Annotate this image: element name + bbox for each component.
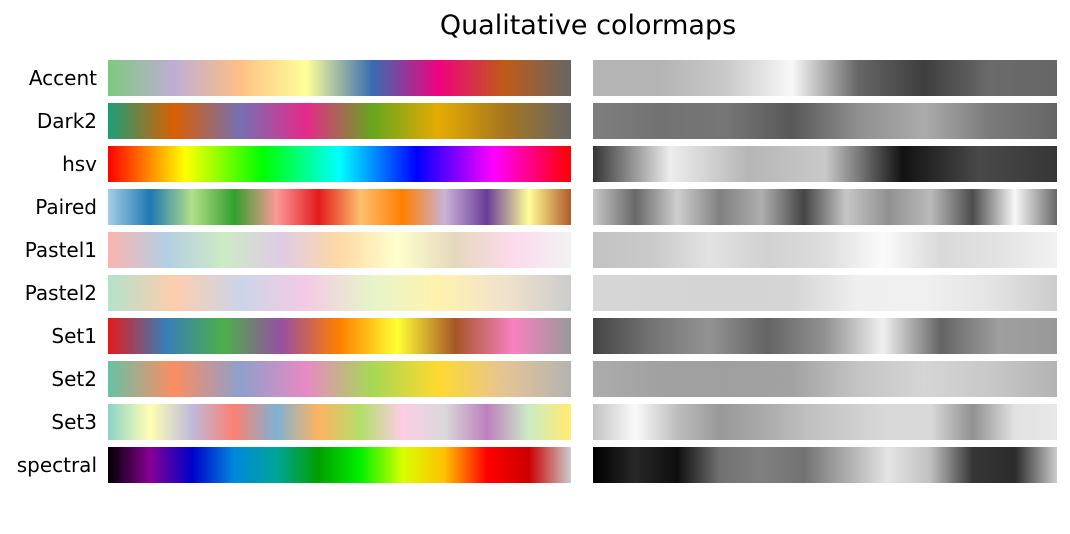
grayscale-gradient-bar [593, 60, 1057, 96]
colormap-label: Set1 [51, 324, 97, 348]
color-gradient-bar [108, 189, 571, 225]
color-gradient-bar [108, 60, 571, 96]
color-gradient-bar [108, 404, 571, 440]
colormap-row: Set2 [0, 361, 1070, 397]
chart-title: Qualitative colormaps [439, 10, 737, 41]
colormap-row: Pastel2 [0, 275, 1070, 311]
colormap-label: Accent [28, 66, 97, 90]
color-gradient-bar [108, 447, 571, 483]
colormap-row: Paired [0, 189, 1070, 225]
colormap-label: spectral [16, 453, 97, 477]
color-gradient-bar [108, 146, 571, 182]
colormap-label: Pastel1 [24, 238, 97, 262]
color-gradient-bar [108, 318, 571, 354]
color-gradient-bar [108, 232, 571, 268]
color-gradient-bar [108, 361, 571, 397]
grayscale-gradient-bar [593, 189, 1057, 225]
grayscale-gradient-bar [593, 404, 1057, 440]
colormap-row: Set3 [0, 404, 1070, 440]
colormap-row: Set1 [0, 318, 1070, 354]
colormap-row: hsv [0, 146, 1070, 182]
grayscale-gradient-bar [593, 232, 1057, 268]
colormap-row: Accent [0, 60, 1070, 96]
colormap-label: Paired [35, 195, 97, 219]
colormap-label: Set3 [51, 410, 97, 434]
colormap-row: Pastel1 [0, 232, 1070, 268]
grayscale-gradient-bar [593, 318, 1057, 354]
colormap-row: spectral [0, 447, 1070, 483]
colormap-row: Dark2 [0, 103, 1070, 139]
grayscale-gradient-bar [593, 447, 1057, 483]
color-gradient-bar [108, 103, 571, 139]
grayscale-gradient-bar [593, 275, 1057, 311]
colormap-label: Dark2 [36, 109, 97, 133]
grayscale-gradient-bar [593, 103, 1057, 139]
colormap-label: Pastel2 [24, 281, 97, 305]
grayscale-gradient-bar [593, 361, 1057, 397]
colormap-label: hsv [62, 152, 97, 176]
colormap-label: Set2 [51, 367, 97, 391]
color-gradient-bar [108, 275, 571, 311]
grayscale-gradient-bar [593, 146, 1057, 182]
